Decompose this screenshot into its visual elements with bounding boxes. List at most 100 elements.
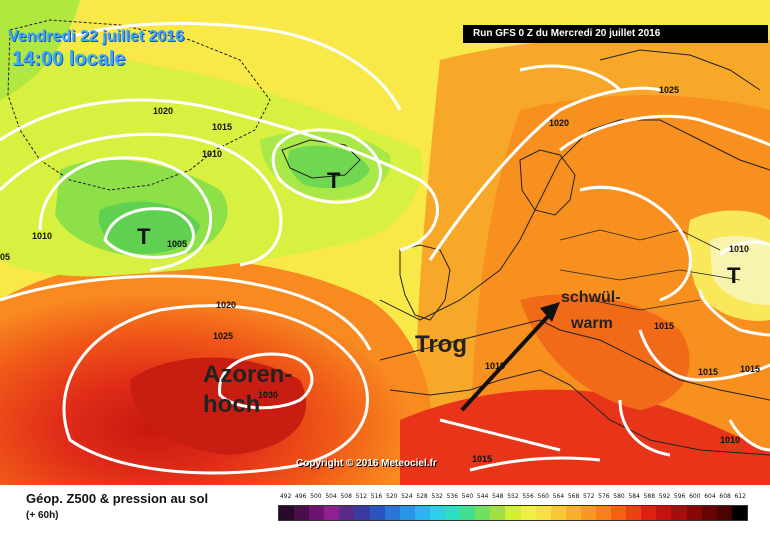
isobar-label: 1010	[202, 149, 223, 159]
scale-value: 516	[370, 493, 383, 500]
isobar-label: 1030	[258, 390, 279, 400]
isobar-label: 1020	[549, 118, 570, 128]
scale-swatch	[671, 506, 687, 520]
scale-swatch	[595, 506, 612, 520]
flow-arrow	[460, 302, 560, 412]
isobar-label: 1015	[212, 122, 233, 132]
scale-value: 580	[613, 493, 625, 500]
copyright-notice: Copyright © 2016 Meteociel.fr	[296, 458, 437, 469]
scale-swatch	[626, 506, 642, 520]
scale-value: 540	[461, 493, 474, 500]
color-scale	[278, 505, 748, 521]
scale-swatch	[354, 506, 370, 520]
scale-swatch	[279, 506, 295, 520]
isobar-label: 1015	[654, 321, 675, 331]
scale-value: 568	[567, 493, 580, 500]
isobar-label: 1010	[720, 435, 741, 445]
legend-subtitle: (+ 60h)	[26, 510, 59, 521]
isobar-label: 1025	[213, 331, 234, 341]
scale-swatch	[535, 506, 551, 520]
scale-value: 588	[643, 493, 656, 500]
legend-title: Géop. Z500 & pression au sol	[26, 491, 209, 506]
scale-value: 584	[628, 493, 640, 500]
humid-label-line2: warm	[571, 315, 613, 332]
scale-swatch	[701, 506, 717, 520]
scale-value: 564	[552, 493, 565, 500]
scale-swatch	[550, 506, 566, 520]
scale-swatch	[414, 506, 430, 520]
weather-map: Vendredi 22 juillet 2016 14:00 locale Ru…	[0, 0, 770, 485]
isobar-label: 1010	[729, 244, 750, 254]
scale-swatch	[641, 506, 657, 520]
azores-high-label: Azoren- hoch	[203, 361, 293, 418]
scale-swatch	[445, 506, 461, 520]
scale-value: 508	[340, 493, 352, 500]
forecast-time: 14:00 locale	[12, 48, 126, 70]
isobar-label: 1020	[153, 106, 174, 116]
scale-value: 556	[522, 493, 534, 500]
scale-swatch	[580, 506, 596, 520]
scale-value: 492	[279, 493, 292, 500]
scale-value: 544	[476, 493, 489, 500]
scale-value: 520	[385, 493, 398, 500]
humid-label-line1: schwül-	[561, 289, 621, 306]
isobar-label: 1015	[740, 364, 761, 374]
scale-value: 572	[582, 493, 595, 500]
scale-value: 576	[598, 493, 610, 500]
low-pressure-symbol: T	[327, 168, 341, 193]
scale-swatch	[565, 506, 581, 520]
scale-swatch	[339, 506, 355, 520]
scale-swatch	[309, 506, 325, 520]
trough-label: Trog	[415, 331, 467, 358]
scale-swatch	[716, 506, 732, 520]
scale-swatch	[399, 506, 415, 520]
scale-value: 548	[492, 493, 504, 500]
scale-value: 560	[537, 493, 549, 500]
scale-value: 512	[355, 493, 368, 500]
scale-value: 612	[734, 493, 746, 500]
isobar-label: 1025	[659, 85, 680, 95]
scale-value: 536	[446, 493, 459, 500]
scale-swatch	[686, 506, 702, 520]
scale-value: 496	[295, 493, 307, 500]
isobar-label: 1010	[32, 231, 53, 241]
legend: Géop. Z500 & pression au sol (+ 60h) 492…	[0, 485, 770, 542]
scale-swatch	[369, 506, 385, 520]
scale-swatch	[294, 506, 310, 520]
scale-value: 552	[507, 493, 519, 500]
low-pressure-symbol: T	[137, 224, 151, 249]
scale-swatch	[429, 506, 446, 520]
scale-swatch	[731, 506, 747, 520]
scale-value: 532	[431, 493, 443, 500]
isobar-label: 1005	[167, 239, 188, 249]
map-canvas	[0, 0, 770, 485]
scale-value: 500	[310, 493, 322, 500]
isobars	[0, 21, 770, 475]
isobar-label: 05	[0, 252, 11, 262]
scale-swatch	[505, 506, 521, 520]
scale-value: 524	[401, 493, 413, 500]
isobar-label: 1015	[698, 367, 719, 377]
scale-swatch	[520, 506, 536, 520]
scale-value: 528	[416, 493, 428, 500]
scale-swatch	[656, 506, 672, 520]
scale-labels: 492 496 500 504 508 512 516 520 524 528 532 536 540 5…	[278, 493, 748, 503]
scale-swatch	[490, 506, 506, 520]
low-pressure-symbol: T	[727, 263, 741, 288]
scale-value: 592	[658, 493, 671, 500]
scale-swatch	[460, 506, 476, 520]
scale-swatch	[475, 506, 491, 520]
scale-value: 604	[704, 493, 716, 500]
isobar-label: 1020	[216, 300, 237, 310]
isobar-label: 1015	[472, 454, 493, 464]
scale-value: 600	[689, 493, 701, 500]
scale-swatch	[611, 506, 627, 520]
scale-value: 608	[719, 493, 731, 500]
forecast-date: Vendredi 22 juillet 2016	[8, 28, 185, 45]
scale-swatch	[324, 506, 340, 520]
isobar-label: 1015	[485, 361, 506, 371]
scale-value: 504	[325, 493, 337, 500]
scale-value: 596	[673, 493, 686, 500]
model-run-label: Run GFS 0 Z du Mercredi 20 juillet 2016	[463, 25, 768, 43]
scale-swatch	[384, 506, 400, 520]
